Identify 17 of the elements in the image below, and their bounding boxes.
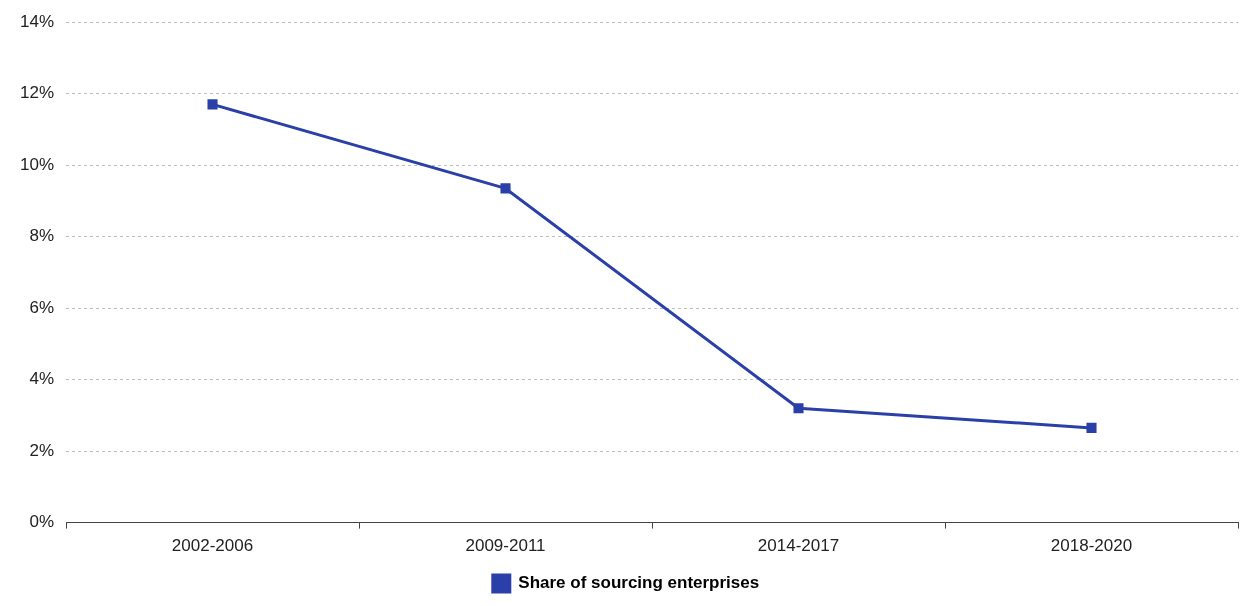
x-tick-label: 2009-2011: [465, 536, 546, 556]
y-tick-label: 6%: [29, 297, 55, 317]
y-tick-label: 4%: [29, 369, 55, 389]
point: [207, 99, 218, 110]
y-tick-label: 14%: [19, 11, 55, 31]
legend-label: Share of sourcing enterprises: [518, 573, 760, 593]
y-tick-label: 0%: [29, 512, 55, 532]
y-tick-label: 10%: [19, 154, 55, 174]
y-tick-label: 12%: [19, 83, 55, 103]
point: [793, 403, 804, 414]
point: [500, 183, 511, 194]
x-tick-label: 2018-2020: [1050, 536, 1133, 556]
y-tick-label: 8%: [29, 226, 55, 246]
y-tick-label: 2%: [29, 440, 55, 460]
point: [1086, 422, 1097, 433]
x-tick-label: 2014-2017: [757, 536, 840, 556]
x-tick-label: 2002-2006: [171, 536, 254, 556]
